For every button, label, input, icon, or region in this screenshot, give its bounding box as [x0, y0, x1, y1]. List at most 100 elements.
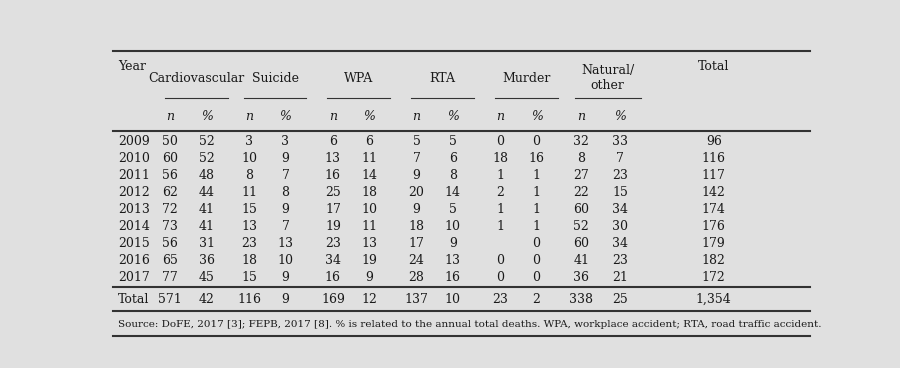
Text: 56: 56 [162, 169, 177, 182]
Text: %: % [280, 110, 292, 123]
Text: 9: 9 [282, 271, 290, 284]
Text: 13: 13 [361, 237, 377, 250]
Text: 17: 17 [409, 237, 425, 250]
Text: 0: 0 [533, 135, 541, 148]
Text: 172: 172 [702, 271, 725, 284]
Text: 62: 62 [162, 186, 177, 199]
Text: 13: 13 [277, 237, 293, 250]
Text: 2012: 2012 [118, 186, 149, 199]
Text: 6: 6 [328, 135, 337, 148]
Text: 9: 9 [413, 203, 420, 216]
Text: 60: 60 [573, 203, 590, 216]
Text: 27: 27 [573, 169, 590, 182]
Text: 6: 6 [365, 135, 374, 148]
Text: 32: 32 [573, 135, 590, 148]
Text: 60: 60 [573, 237, 590, 250]
Text: 11: 11 [241, 186, 257, 199]
Text: 3: 3 [282, 135, 290, 148]
Text: 5: 5 [449, 135, 457, 148]
Text: 7: 7 [413, 152, 420, 165]
Text: 10: 10 [445, 220, 461, 233]
Text: 19: 19 [361, 254, 377, 267]
Text: 179: 179 [702, 237, 725, 250]
Text: 9: 9 [282, 152, 290, 165]
Text: 45: 45 [199, 271, 214, 284]
Text: Cardiovascular: Cardiovascular [148, 72, 244, 85]
Text: Natural/
other: Natural/ other [581, 64, 634, 92]
Text: %: % [364, 110, 375, 123]
Text: 1: 1 [533, 169, 541, 182]
Text: 15: 15 [612, 186, 628, 199]
Text: 169: 169 [321, 293, 345, 306]
Text: 2016: 2016 [118, 254, 150, 267]
Text: RTA: RTA [429, 72, 455, 85]
Text: 117: 117 [702, 169, 725, 182]
Text: 9: 9 [282, 203, 290, 216]
Text: 48: 48 [199, 169, 215, 182]
Text: 17: 17 [325, 203, 341, 216]
Text: 5: 5 [449, 203, 457, 216]
Text: %: % [201, 110, 212, 123]
Text: 11: 11 [361, 220, 377, 233]
Text: 73: 73 [162, 220, 177, 233]
Text: 3: 3 [245, 135, 253, 148]
Text: 1: 1 [533, 220, 541, 233]
Text: 10: 10 [445, 293, 461, 306]
Text: 16: 16 [325, 169, 341, 182]
Text: n: n [412, 110, 420, 123]
Text: 10: 10 [361, 203, 377, 216]
Text: Murder: Murder [502, 72, 550, 85]
Text: 11: 11 [361, 152, 377, 165]
Text: 1,354: 1,354 [696, 293, 732, 306]
Text: 14: 14 [361, 169, 377, 182]
Text: n: n [166, 110, 174, 123]
Text: 2011: 2011 [118, 169, 150, 182]
Text: 34: 34 [612, 203, 628, 216]
Text: 18: 18 [409, 220, 425, 233]
Text: n: n [496, 110, 504, 123]
Text: 2013: 2013 [118, 203, 150, 216]
Text: 1: 1 [496, 203, 504, 216]
Text: 6: 6 [449, 152, 457, 165]
Text: 8: 8 [245, 169, 253, 182]
Text: 10: 10 [277, 254, 293, 267]
Text: 41: 41 [199, 203, 215, 216]
Text: 16: 16 [325, 271, 341, 284]
Text: 36: 36 [199, 254, 215, 267]
Text: 0: 0 [533, 237, 541, 250]
Text: 25: 25 [612, 293, 628, 306]
Text: 52: 52 [199, 152, 214, 165]
Text: 8: 8 [577, 152, 585, 165]
Text: 174: 174 [702, 203, 725, 216]
Text: 23: 23 [612, 254, 628, 267]
Text: 2015: 2015 [118, 237, 149, 250]
Text: 16: 16 [528, 152, 544, 165]
Text: 23: 23 [325, 237, 341, 250]
Text: 24: 24 [409, 254, 425, 267]
Text: %: % [447, 110, 459, 123]
Text: Suicide: Suicide [251, 72, 299, 85]
Text: 7: 7 [282, 169, 290, 182]
Text: 137: 137 [405, 293, 428, 306]
Text: 0: 0 [496, 254, 504, 267]
Text: 50: 50 [162, 135, 177, 148]
Text: 8: 8 [282, 186, 290, 199]
Text: Source: DoFE, 2017 [3]; FEPB, 2017 [8]. % is related to the annual total deaths.: Source: DoFE, 2017 [3]; FEPB, 2017 [8]. … [118, 321, 822, 329]
Text: 8: 8 [449, 169, 457, 182]
Text: 1: 1 [496, 169, 504, 182]
Text: 28: 28 [409, 271, 425, 284]
Text: 13: 13 [325, 152, 341, 165]
Text: 5: 5 [413, 135, 420, 148]
Text: 23: 23 [492, 293, 508, 306]
Text: WPA: WPA [344, 72, 374, 85]
Text: 18: 18 [241, 254, 257, 267]
Text: 116: 116 [238, 293, 261, 306]
Text: 15: 15 [241, 271, 257, 284]
Text: 44: 44 [199, 186, 215, 199]
Text: n: n [577, 110, 585, 123]
Text: %: % [615, 110, 626, 123]
Text: 0: 0 [533, 271, 541, 284]
Text: 2: 2 [533, 293, 541, 306]
Text: 1: 1 [533, 186, 541, 199]
Text: 65: 65 [162, 254, 177, 267]
